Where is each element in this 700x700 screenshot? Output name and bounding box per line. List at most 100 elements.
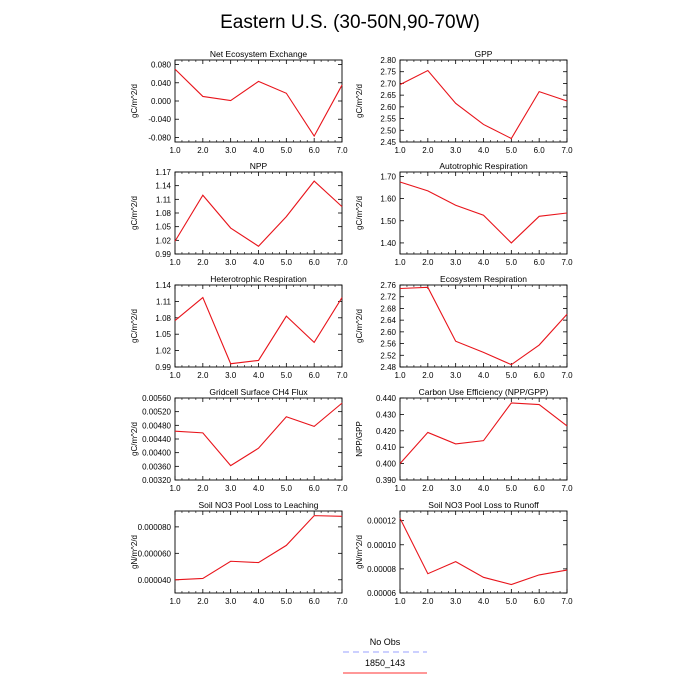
plot-frame	[399, 510, 568, 594]
y-tick-label: 0.99	[155, 363, 171, 372]
series-line-1850-143	[174, 515, 343, 581]
x-tick-label: 4.0	[478, 484, 490, 493]
y-tick-label: 0.99	[155, 250, 171, 259]
panel-soil-no3-pool-loss-to-leaching: Soil NO3 Pool Loss to Leaching 1.0 2.0 3.0 4…	[130, 500, 348, 606]
x-tick-label: 6.0	[534, 146, 546, 155]
panel-grid: Net Ecosystem Exchange 1.0 2.0 3.0 4.0 5.0 6.0…	[130, 49, 573, 606]
x-tick-label: 1.0	[169, 484, 181, 493]
y-tick-label: 1.40	[380, 239, 396, 248]
y-tick-label: 2.52	[380, 351, 396, 360]
x-tick-label: 3.0	[225, 146, 237, 155]
series-line-1850-143	[399, 181, 568, 244]
x-tick-label: 6.0	[534, 484, 546, 493]
y-tick-label: 0.000060	[138, 549, 172, 558]
plot-frame	[399, 397, 568, 481]
series-line-1850-143	[174, 180, 343, 247]
x-tick-label: 4.0	[478, 146, 490, 155]
y-tick-label: 0.00400	[142, 449, 171, 458]
y-axis-label: NPP/GPP	[355, 421, 364, 457]
x-tick-label: 1.0	[394, 597, 406, 606]
x-tick-label: 6.0	[534, 258, 546, 267]
legend: No Obs 1850_143	[343, 637, 427, 674]
figure-title: Eastern U.S. (30-50N,90-70W)	[220, 12, 480, 33]
y-tick-label: 0.00440	[142, 435, 171, 444]
panel-title: Heterotrophic Respiration	[210, 274, 307, 284]
y-tick-label: 0.410	[376, 443, 397, 452]
panel-soil-no3-pool-loss-to-runoff: Soil NO3 Pool Loss to Runoff 1.0 2.0 3.0 4.0…	[355, 500, 573, 606]
y-tick-label: 1.11	[156, 195, 172, 204]
x-tick-label: 5.0	[506, 258, 518, 267]
x-tick-label: 6.0	[309, 371, 321, 380]
y-tick-label: 1.02	[155, 347, 171, 356]
x-tick-label: 6.0	[309, 258, 321, 267]
y-tick-label: 1.14	[155, 182, 171, 191]
panel-title: NPP	[250, 161, 268, 171]
panel-title: Gridcell Surface CH4 Flux	[209, 387, 308, 397]
x-tick-label: 5.0	[281, 597, 293, 606]
y-axis-label: gC/m^2/d	[355, 309, 364, 343]
panel-title: Autotrophic Respiration	[439, 161, 528, 171]
plot-frame	[174, 284, 343, 368]
x-tick-label: 3.0	[450, 146, 462, 155]
panel-title: Ecosystem Respiration	[440, 274, 527, 284]
panel-title: Carbon Use Efficiency (NPP/GPP)	[419, 387, 549, 397]
x-tick-label: 4.0	[478, 258, 490, 267]
series-line-1850-143	[399, 69, 568, 140]
y-tick-label: 0.390	[376, 476, 397, 485]
panel-title: Net Ecosystem Exchange	[210, 49, 308, 59]
x-tick-label: 7.0	[561, 258, 573, 267]
y-tick-label: 2.65	[380, 91, 396, 100]
plot-frame	[174, 59, 343, 143]
y-axis-label: gC/m^2/d	[130, 309, 139, 343]
y-tick-label: 0.00008	[367, 565, 396, 574]
y-tick-label: 2.64	[380, 316, 396, 325]
x-tick-label: 7.0	[561, 484, 573, 493]
y-tick-label: 0.080	[151, 61, 172, 70]
x-tick-label: 1.0	[169, 258, 181, 267]
x-tick-label: 3.0	[450, 484, 462, 493]
panel-title: Soil NO3 Pool Loss to Runoff	[428, 500, 539, 510]
y-tick-label: 0.00006	[367, 589, 396, 598]
y-tick-label: 2.50	[380, 126, 396, 135]
x-tick-label: 3.0	[450, 597, 462, 606]
y-tick-label: -0.080	[148, 133, 171, 142]
x-tick-label: 5.0	[281, 484, 293, 493]
x-tick-label: 7.0	[336, 484, 348, 493]
panel-ecosystem-respiration: Ecosystem Respiration 1.0 2.0 3.0 4.0 5.0 6.0 7…	[355, 274, 573, 380]
x-tick-label: 1.0	[394, 371, 406, 380]
y-tick-label: 1.02	[155, 236, 171, 245]
y-tick-label: 0.00480	[142, 421, 171, 430]
x-tick-label: 5.0	[506, 146, 518, 155]
x-tick-label: 6.0	[534, 597, 546, 606]
x-tick-label: 3.0	[225, 597, 237, 606]
y-tick-label: 2.60	[380, 103, 396, 112]
plot-frame	[174, 397, 343, 481]
x-tick-label: 2.0	[197, 484, 209, 493]
y-tick-label: 1.05	[155, 223, 171, 232]
x-tick-label: 7.0	[336, 371, 348, 380]
x-tick-label: 5.0	[506, 371, 518, 380]
y-tick-label: 2.55	[380, 115, 396, 124]
x-tick-label: 1.0	[394, 146, 406, 155]
x-tick-label: 4.0	[478, 371, 490, 380]
y-tick-label: 2.76	[380, 281, 396, 290]
y-tick-label: 1.08	[155, 314, 171, 323]
y-tick-label: 0.00560	[142, 394, 171, 403]
x-tick-label: 2.0	[197, 597, 209, 606]
x-tick-label: 6.0	[309, 597, 321, 606]
y-tick-label: 0.000	[151, 97, 172, 106]
panel-title: Soil NO3 Pool Loss to Leaching	[198, 500, 318, 510]
panel-gpp: GPP 1.0 2.0 3.0 4.0 5.0 6.0 7.0 2.45 2.50 2.55 2.60…	[355, 49, 573, 155]
x-tick-label: 5.0	[506, 597, 518, 606]
y-tick-label: 0.420	[376, 427, 397, 436]
x-tick-label: 2.0	[197, 258, 209, 267]
x-tick-label: 7.0	[561, 146, 573, 155]
x-tick-label: 2.0	[422, 146, 434, 155]
y-tick-label: 1.50	[380, 217, 396, 226]
legend-label-1850-143: 1850_143	[365, 658, 405, 668]
y-tick-label: 2.48	[380, 363, 396, 372]
x-tick-label: 6.0	[309, 484, 321, 493]
panel-gridcell-surface-ch4-flux: Gridcell Surface CH4 Flux 1.0 2.0 3.0 4.0 5.0…	[130, 387, 348, 493]
series-line-1850-143	[174, 68, 343, 138]
